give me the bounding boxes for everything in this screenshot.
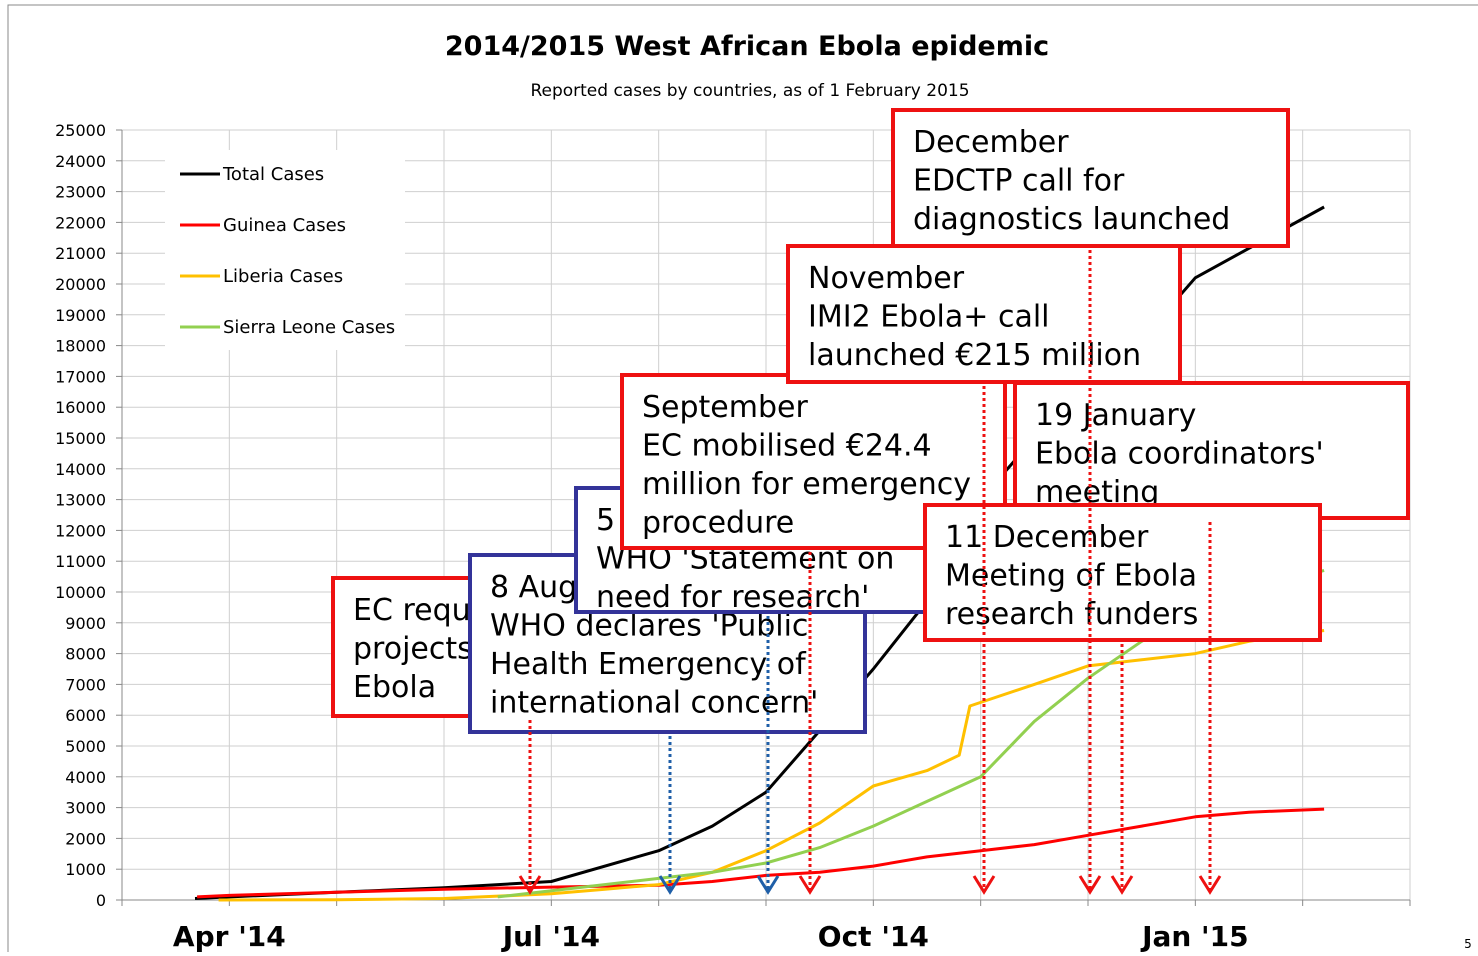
y-tick-label: 25000: [55, 121, 106, 140]
arrow-head: [518, 875, 542, 895]
legend-label: Sierra Leone Cases: [223, 317, 395, 338]
annotation-box: [786, 244, 1182, 384]
y-tick-label: 5000: [65, 737, 106, 756]
arrow: [1198, 522, 1222, 895]
chart-title: 2014/2015 West African Ebola epidemic: [445, 31, 1049, 62]
y-tick-label: 8000: [65, 645, 106, 664]
series-line: [218, 629, 1325, 902]
annotation-text: 8 Aug: [490, 570, 577, 605]
annotation-box: [891, 108, 1290, 248]
annotation-text: 19 January: [1035, 398, 1196, 433]
arrow-head: [658, 875, 682, 895]
arrow: [972, 386, 996, 895]
chart-subtitle: Reported cases by countries, as of 1 Feb…: [530, 81, 969, 101]
legend-background: [165, 150, 405, 350]
arrow: [658, 736, 682, 895]
annotation-text: November: [808, 261, 965, 296]
y-tick-label: 22000: [55, 213, 106, 232]
annotation-text: 11 December: [945, 520, 1149, 555]
arrow-head: [798, 875, 822, 895]
annotation-box: [923, 503, 1322, 642]
annotation-text: launched €215 million: [808, 338, 1141, 373]
annotation-text: international concern': [490, 686, 818, 721]
y-tick-label: 7000: [65, 675, 106, 694]
y-tick-label: 11000: [55, 552, 106, 571]
annotation-text: procedure: [642, 506, 794, 541]
y-tick-label: 1000: [65, 860, 106, 879]
arrow-head: [972, 875, 996, 895]
arrow: [756, 616, 780, 895]
y-tick-label: 17000: [55, 367, 106, 386]
annotation-text: million for emergency: [642, 467, 971, 502]
x-tick-label: Apr '14: [173, 920, 286, 952]
annotation-text: projects: [353, 632, 473, 667]
y-tick-label: 2000: [65, 829, 106, 848]
y-tick-label: 13000: [55, 491, 106, 510]
y-tick-label: 0: [96, 891, 106, 910]
arrow: [518, 720, 542, 895]
y-tick-label: 23000: [55, 183, 106, 202]
y-tick-label: 10000: [55, 583, 106, 602]
y-tick-label: 4000: [65, 768, 106, 787]
y-tick-label: 15000: [55, 429, 106, 448]
y-tick-label: 24000: [55, 152, 106, 171]
annotation-text: Ebola: [353, 670, 436, 705]
legend: Total Cases Guinea Cases Liberia Cases Sier…: [165, 150, 405, 350]
annotation-text: EC mobilised €24.4: [642, 429, 932, 464]
arrow-head: [1110, 875, 1134, 895]
annotation-text: IMI2 Ebola+ call: [808, 300, 1050, 335]
y-tick-label: 18000: [55, 337, 106, 356]
y-tick-label: 9000: [65, 614, 106, 633]
legend-label: Liberia Cases: [223, 266, 343, 287]
y-tick-label: 16000: [55, 398, 106, 417]
arrow: [1110, 644, 1134, 895]
arrow: [798, 552, 822, 895]
annotation-text: EDCTP call for: [913, 164, 1125, 199]
annotation-text: September: [642, 390, 808, 425]
x-tick-label: Jul '14: [501, 920, 600, 952]
annotation-box: [1013, 381, 1410, 520]
annotation-text: 5: [596, 503, 615, 538]
y-tick-label: 14000: [55, 460, 106, 479]
arrow-head: [1198, 875, 1222, 895]
y-tick-label: 6000: [65, 706, 106, 725]
y-tick-label: 3000: [65, 799, 106, 818]
annotation-text: research funders: [945, 597, 1198, 632]
annotation-text: EC requ: [353, 593, 471, 628]
arrow: [1078, 250, 1102, 895]
legend-label: Guinea Cases: [223, 215, 346, 236]
x-tick-label: Jan '15: [1140, 920, 1249, 952]
x-tick-label: Oct '14: [818, 920, 929, 952]
arrow-head: [1078, 875, 1102, 895]
y-tick-label: 21000: [55, 244, 106, 263]
annotation-text: WHO declares 'Public: [490, 609, 808, 644]
annotation-text: Meeting of Ebola: [945, 559, 1197, 594]
legend-label: Total Cases: [222, 164, 324, 185]
annotation-text: Health Emergency of: [490, 647, 807, 682]
series-line: [197, 807, 1325, 899]
annotation-text: diagnostics launched: [913, 202, 1230, 237]
annotation-text: December: [913, 125, 1069, 160]
page-number: 5: [1464, 937, 1472, 951]
annotation-text: need for research': [596, 580, 869, 615]
y-tick-label: 12000: [55, 521, 106, 540]
y-tick-label: 20000: [55, 275, 106, 294]
y-tick-label: 19000: [55, 306, 106, 325]
arrow-head: [756, 875, 780, 895]
annotation-text: Ebola coordinators': [1035, 437, 1324, 472]
